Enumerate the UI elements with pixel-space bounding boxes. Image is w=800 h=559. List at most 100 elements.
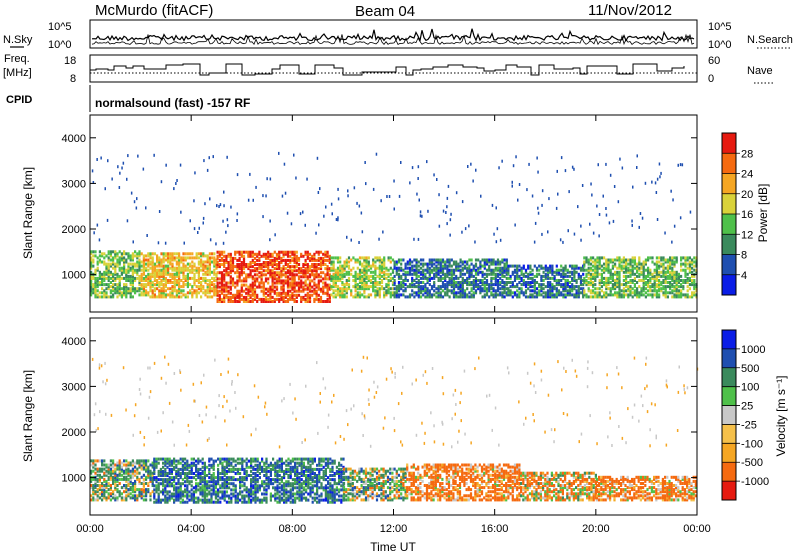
power-pixel (171, 252, 173, 255)
power-pixel (311, 294, 313, 297)
power-pixel (632, 265, 634, 268)
power-pixel (573, 285, 575, 288)
power-pixel-sparse (356, 202, 358, 205)
power-pixel (596, 256, 598, 259)
velocity-pixel (101, 468, 103, 471)
power-pixel (344, 283, 346, 286)
power-pixel (588, 287, 590, 290)
power-pixel-sparse (446, 222, 448, 225)
power-pixel (252, 259, 254, 262)
power-pixel (420, 281, 422, 284)
power-pixel (689, 256, 691, 259)
velocity-pixel (193, 486, 195, 489)
power-pixel (291, 251, 293, 254)
power-pixel (623, 279, 625, 282)
velocity-pixel (208, 464, 210, 467)
power-pixel (538, 283, 540, 286)
power-pixel (627, 267, 629, 270)
power-pixel (527, 273, 529, 276)
velocity-pixel (169, 490, 171, 493)
power-pixel (554, 275, 556, 278)
power-pixel (110, 250, 112, 253)
power-pixel (204, 265, 206, 268)
velocity-pixel (184, 484, 186, 487)
power-pixel (346, 287, 348, 290)
power-pixel (276, 277, 278, 280)
power-pixel (185, 256, 187, 259)
power-pixel (455, 275, 457, 278)
power-pixel (398, 267, 400, 270)
power-pixel (193, 289, 195, 292)
power-pixel (658, 265, 660, 268)
power-pixel (366, 281, 368, 284)
power-pixel (512, 265, 514, 268)
power-pixel (261, 271, 263, 274)
power-pixel (521, 283, 523, 286)
velocity-pixel (206, 493, 208, 496)
velocity-pixel (210, 458, 212, 461)
power-pixel-sparse (556, 207, 558, 210)
power-pixel (193, 269, 195, 272)
power-pixel (287, 259, 289, 262)
power-pixel (390, 273, 392, 276)
power-pixel (409, 283, 411, 286)
power-pixel (138, 259, 140, 262)
power-pixel (583, 256, 585, 259)
power-pixel (499, 291, 501, 294)
power-pixel-sparse (497, 227, 499, 230)
velocity-pixel (237, 493, 239, 496)
power-pixel (460, 259, 462, 262)
power-pixel (158, 289, 160, 292)
power-pixel (211, 256, 213, 259)
power-pixel (693, 291, 695, 294)
power-pixel (407, 279, 409, 282)
power-pixel (316, 284, 318, 287)
power-pixel (431, 259, 433, 262)
power-pixel (187, 256, 189, 259)
power-pixel (549, 265, 551, 268)
power-pixel (684, 279, 686, 282)
power-pixel (346, 271, 348, 274)
power-pixel (543, 279, 545, 282)
power-pixel (449, 259, 451, 262)
power-pixel (291, 257, 293, 260)
power-pixel (247, 286, 249, 289)
power-pixel (676, 256, 678, 259)
velocity-pixel (97, 494, 99, 497)
power-pixel (330, 293, 332, 296)
velocity-pixel (160, 458, 162, 461)
y-tick-label: 2000 (62, 224, 86, 236)
power-pixel (402, 259, 404, 262)
velocity-pixel (175, 486, 177, 489)
power-pixel (691, 275, 693, 278)
velocity-pixel (213, 472, 215, 475)
power-pixel-sparse (443, 210, 445, 213)
power-pixel-sparse (574, 233, 576, 236)
power-pixel (691, 267, 693, 270)
power-pixel (263, 261, 265, 264)
power-pixel (400, 293, 402, 296)
power-pixel (112, 256, 114, 259)
power-pixel-sparse (610, 174, 612, 177)
power-pixel (158, 269, 160, 272)
power-pixel (258, 271, 260, 274)
power-pixel (601, 273, 603, 276)
power-pixel (651, 273, 653, 276)
power-pixel-sparse (159, 210, 161, 213)
power-pixel (442, 295, 444, 298)
velocity-pixel (94, 472, 96, 475)
velocity-pixel (127, 478, 129, 481)
power-pixel (490, 277, 492, 280)
power-pixel (607, 259, 609, 262)
power-pixel (219, 263, 221, 266)
power-pixel (610, 281, 612, 284)
power-pixel (569, 265, 571, 268)
power-pixel-sparse (462, 200, 464, 203)
power-pixel (368, 269, 370, 272)
power-pixel (424, 269, 426, 272)
nave-tick-high: 60 (708, 55, 720, 67)
velocity-pixel (195, 474, 197, 477)
power-pixel (234, 251, 236, 254)
power-pixel (123, 277, 125, 280)
velocity-pixel (184, 495, 186, 498)
